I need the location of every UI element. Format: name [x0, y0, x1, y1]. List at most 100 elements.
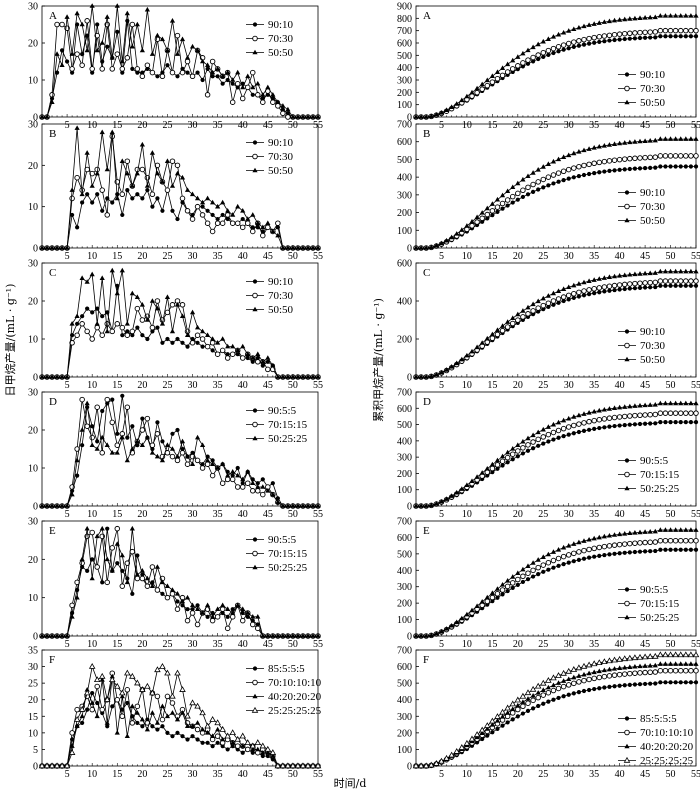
data-point	[239, 617, 246, 624]
x-tick-label: 25	[162, 769, 172, 780]
data-point	[245, 351, 251, 356]
legend-label: 70:15:15	[268, 419, 308, 431]
data-point	[428, 632, 434, 638]
x-tick-label: 45	[263, 769, 273, 780]
data-point	[215, 606, 221, 611]
data-point	[214, 220, 221, 226]
y-tick-label: 200	[397, 335, 412, 346]
data-point	[64, 374, 70, 379]
data-point	[617, 665, 623, 671]
data-point	[576, 289, 582, 296]
data-point	[566, 432, 571, 437]
data-point	[194, 720, 201, 725]
y-tick-label: 600	[397, 662, 412, 673]
data-point	[150, 724, 155, 729]
data-point	[154, 587, 161, 593]
x-tick-label: 35	[589, 639, 599, 650]
data-point	[637, 271, 643, 276]
data-point	[114, 51, 121, 57]
data-point	[520, 438, 526, 444]
data-point	[479, 215, 485, 222]
data-point	[616, 541, 623, 548]
data-point	[673, 527, 679, 532]
data-point	[154, 564, 161, 569]
data-point	[417, 762, 425, 769]
data-point	[184, 332, 191, 337]
data-point	[229, 476, 236, 483]
data-point	[673, 547, 678, 552]
data-point	[541, 441, 546, 446]
data-point	[489, 590, 495, 596]
data-point	[591, 535, 597, 541]
data-point	[249, 742, 257, 749]
data-point	[545, 36, 551, 42]
data-point	[576, 539, 582, 545]
data-point	[647, 411, 653, 418]
data-point	[189, 216, 196, 222]
data-point	[484, 594, 490, 600]
data-point	[159, 36, 166, 42]
x-tick-label: 15	[112, 251, 122, 262]
data-point	[611, 141, 618, 146]
data-point	[560, 294, 567, 300]
data-point	[125, 188, 130, 193]
data-point	[520, 445, 526, 451]
data-point	[413, 114, 419, 119]
data-point	[473, 731, 481, 737]
data-point	[683, 661, 689, 666]
data-point	[250, 92, 255, 97]
data-point	[59, 245, 65, 250]
data-point	[500, 592, 505, 597]
data-point	[159, 703, 166, 709]
x-tick-label: 5	[65, 769, 70, 780]
data-point	[219, 347, 226, 354]
y-tick-label: 0	[407, 373, 412, 384]
y-tick-label: 600	[397, 259, 412, 270]
data-point	[525, 311, 531, 317]
data-point	[637, 138, 643, 144]
data-point	[515, 442, 521, 447]
data-point	[495, 466, 500, 471]
data-point	[200, 344, 205, 349]
data-point	[124, 332, 131, 338]
data-point	[290, 633, 296, 638]
data-point	[174, 170, 181, 176]
data-point	[250, 212, 256, 217]
data-point	[642, 402, 648, 408]
data-point	[525, 708, 531, 713]
data-point	[285, 114, 291, 120]
x-tick-label: 20	[137, 639, 147, 650]
data-point	[255, 355, 260, 361]
data-point	[662, 651, 669, 658]
data-point	[124, 457, 130, 463]
data-point	[678, 420, 683, 425]
data-point	[530, 446, 536, 451]
data-point	[693, 420, 699, 425]
legend-label: 90:5:5	[268, 405, 297, 417]
data-point	[220, 73, 226, 79]
data-point	[617, 37, 622, 42]
data-point	[89, 170, 95, 177]
data-point	[520, 566, 526, 572]
x-tick-label: 55	[313, 251, 323, 262]
data-point	[310, 374, 316, 379]
data-point	[581, 677, 587, 684]
data-point	[270, 228, 276, 234]
data-point	[566, 560, 571, 565]
plot-frame	[415, 391, 697, 507]
data-point	[454, 101, 460, 106]
data-point	[621, 156, 628, 162]
data-point	[499, 72, 506, 79]
data-point	[601, 673, 608, 680]
data-point	[448, 751, 455, 758]
data-point	[505, 61, 511, 67]
data-point	[453, 747, 461, 754]
data-point	[94, 533, 100, 539]
data-point	[479, 210, 485, 215]
data-point	[135, 553, 140, 558]
data-point	[627, 550, 632, 555]
data-point	[459, 615, 465, 621]
y-tick-label: 300	[397, 582, 412, 593]
data-point	[114, 195, 120, 201]
